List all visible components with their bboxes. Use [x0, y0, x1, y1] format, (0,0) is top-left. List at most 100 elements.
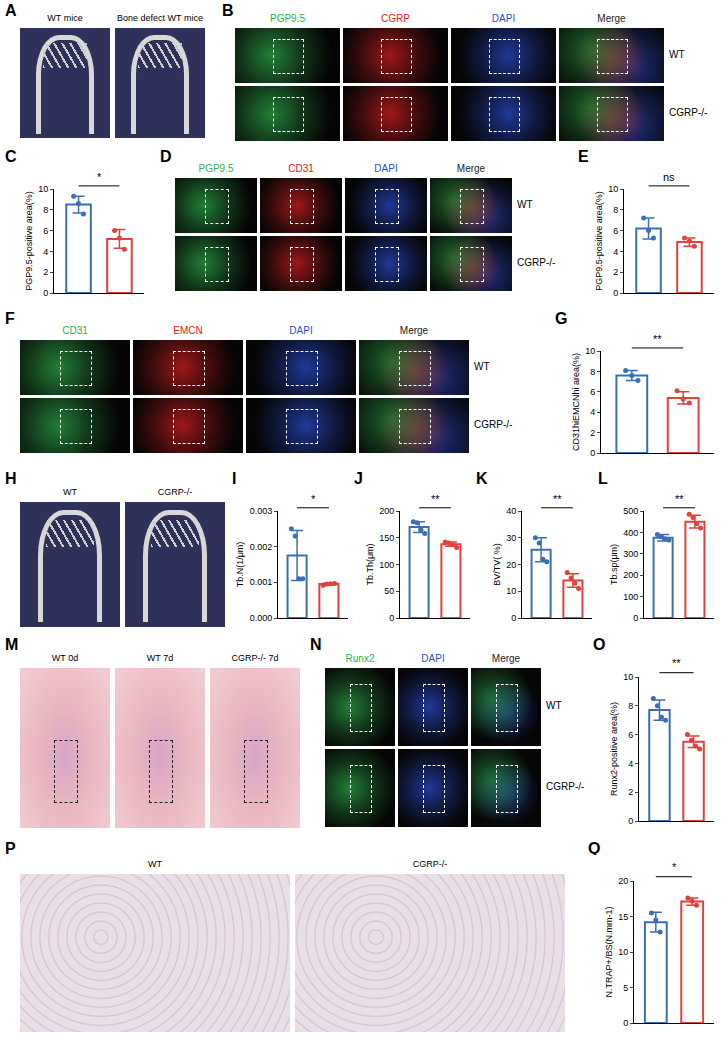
svg-text:0: 0	[633, 613, 638, 623]
svg-text:500: 500	[623, 506, 638, 516]
svg-text:2: 2	[628, 787, 633, 797]
svg-text:100: 100	[623, 592, 638, 602]
svg-text:6: 6	[590, 387, 595, 397]
svg-text:0: 0	[628, 816, 633, 826]
svg-text:6: 6	[43, 226, 48, 236]
html-text:PGP9.5: PGP9.5	[270, 13, 305, 24]
svg-text:0.003: 0.003	[250, 506, 273, 516]
svg-text:Tb.Th(μm): Tb.Th(μm)	[365, 543, 375, 585]
svg-text:10: 10	[585, 346, 595, 356]
html-text:D: D	[160, 148, 172, 165]
svg-text:*: *	[311, 493, 316, 505]
html-text:Merge: Merge	[597, 13, 626, 24]
html-text:DAPI: DAPI	[374, 163, 398, 174]
html-text:K: K	[476, 470, 488, 487]
svg-text:150: 150	[379, 533, 394, 543]
svg-text:20: 20	[618, 876, 628, 886]
html-text:B: B	[222, 2, 234, 19]
svg-text:0.001: 0.001	[250, 577, 273, 587]
svg-text:**: **	[553, 493, 562, 505]
html-text:H: H	[5, 470, 17, 487]
svg-text:100: 100	[379, 560, 394, 570]
html-text:CD31: CD31	[288, 163, 314, 174]
html-text:WT: WT	[517, 198, 533, 210]
svg-text:*: *	[672, 861, 677, 873]
svg-text:0: 0	[623, 1018, 628, 1028]
html-text:CGRP-/-: CGRP-/-	[517, 256, 556, 268]
svg-text:0: 0	[590, 448, 595, 458]
svg-text:0: 0	[511, 613, 516, 623]
html-text:WT: WT	[474, 360, 490, 372]
svg-text:40: 40	[506, 506, 516, 516]
svg-text:8: 8	[590, 367, 595, 377]
svg-text:2: 2	[613, 267, 618, 277]
svg-text:10: 10	[618, 947, 628, 957]
svg-text:400: 400	[623, 528, 638, 538]
svg-text:10: 10	[506, 586, 516, 596]
html-text:CGRP-/-: CGRP-/-	[474, 418, 513, 430]
svg-text:8: 8	[43, 205, 48, 215]
svg-text:PGP9.5-positive area(%): PGP9.5-positive area(%)	[594, 191, 604, 291]
svg-text:4: 4	[43, 247, 48, 257]
svg-text:2: 2	[43, 267, 48, 277]
svg-text:**: **	[653, 333, 662, 345]
html-text:DAPI: DAPI	[421, 653, 445, 664]
svg-text:Runx2-positive area(%): Runx2-positive area(%)	[609, 702, 619, 796]
svg-text:10: 10	[623, 672, 633, 682]
svg-text:**: **	[675, 493, 684, 505]
svg-text:Tb.N(1/μm): Tb.N(1/μm)	[235, 542, 245, 588]
svg-text:N.TRAP+/BS(N.mm-1): N.TRAP+/BS(N.mm-1)	[604, 907, 614, 998]
svg-text:15: 15	[618, 912, 628, 922]
html-text:EMCN: EMCN	[173, 325, 203, 336]
svg-text:**: **	[672, 657, 681, 669]
svg-text:20: 20	[506, 560, 516, 570]
html-text:CGRP: CGRP	[381, 13, 410, 24]
svg-text:30: 30	[506, 533, 516, 543]
svg-text:50: 50	[384, 586, 394, 596]
svg-text:Tb.sp(μm): Tb.sp(μm)	[609, 544, 619, 585]
html-text:CD31: CD31	[62, 325, 88, 336]
html-text:Merge: Merge	[491, 653, 521, 664]
html-text:CGRP-/-: CGRP-/-	[669, 106, 708, 118]
svg-text:0: 0	[43, 288, 48, 298]
svg-text:8: 8	[613, 205, 618, 215]
svg-text:*: *	[97, 171, 102, 183]
html-text:Merge: Merge	[399, 325, 429, 336]
svg-text:0: 0	[613, 288, 618, 298]
html-text:M: M	[5, 636, 19, 653]
svg-text:BV/TV( %): BV/TV( %)	[492, 543, 502, 586]
html-text:WT: WT	[669, 48, 685, 60]
svg-text:ns: ns	[663, 171, 675, 183]
svg-text:8: 8	[628, 701, 633, 711]
svg-text:4: 4	[613, 247, 618, 257]
html-text:DAPI: DAPI	[491, 13, 516, 24]
svg-text:4: 4	[590, 407, 595, 417]
html-text:N: N	[310, 636, 322, 653]
html-text:G: G	[555, 310, 568, 327]
svg-text:PGP9.5-positive area(%): PGP9.5-positive area(%)	[24, 191, 34, 291]
html-text:Q: Q	[588, 840, 601, 857]
html-text:DAPI: DAPI	[289, 325, 313, 336]
svg-text:10: 10	[608, 184, 618, 194]
html-text:WT: WT	[546, 700, 562, 711]
svg-text:5: 5	[623, 983, 628, 993]
svg-text:200: 200	[379, 506, 394, 516]
svg-text:CD31hiEMCNhi area(%): CD31hiEMCNhi area(%)	[571, 353, 581, 451]
svg-text:2: 2	[590, 428, 595, 438]
html-text:A: A	[5, 2, 17, 19]
svg-text:**: **	[431, 493, 440, 505]
svg-text:0.000: 0.000	[250, 613, 273, 623]
svg-text:300: 300	[623, 549, 638, 559]
html-text:C: C	[5, 148, 17, 165]
svg-text:6: 6	[628, 730, 633, 740]
html-text:O: O	[593, 636, 606, 653]
svg-text:10: 10	[38, 184, 48, 194]
svg-text:4: 4	[628, 759, 633, 769]
html-text:PGP9.5: PGP9.5	[198, 163, 234, 174]
svg-text:0: 0	[389, 613, 394, 623]
svg-text:0.002: 0.002	[250, 542, 273, 552]
html-text:Merge: Merge	[456, 163, 486, 174]
svg-text:6: 6	[613, 226, 618, 236]
svg-text:200: 200	[623, 570, 638, 580]
html-text:Runx2: Runx2	[345, 653, 375, 664]
